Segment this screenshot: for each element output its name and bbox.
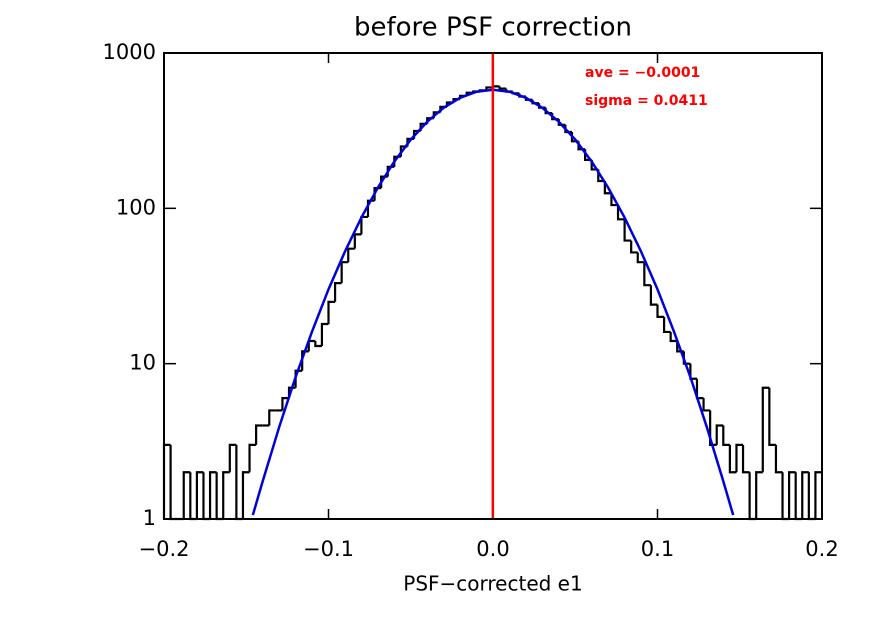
y-tick-label: 1000: [103, 40, 156, 64]
histogram-bin: [788, 471, 796, 519]
histogram-bin: [662, 316, 671, 334]
x-tick-label: 0.0: [476, 537, 509, 561]
histogram-bin: [320, 322, 329, 346]
histogram-bin: [656, 304, 665, 319]
x-tick-label: −0.1: [303, 537, 354, 561]
histogram-bin: [801, 471, 809, 519]
histogram-bin: [327, 300, 336, 325]
histogram-bin: [709, 410, 717, 446]
histogram-bin: [498, 86, 507, 90]
histogram-bin: [248, 443, 257, 473]
histogram-bin: [353, 233, 362, 249]
histogram-bin: [768, 387, 776, 446]
histogram-bin: [182, 471, 191, 519]
histogram-bin: [169, 444, 178, 521]
chart-title: before PSF correction: [354, 13, 632, 43]
histogram-bin: [366, 199, 375, 217]
histogram-bin: [340, 261, 349, 284]
x-tick-label: 0.1: [641, 537, 674, 561]
histogram-bin: [603, 180, 612, 195]
histogram-bin: [255, 424, 263, 445]
histogram-bin: [702, 398, 711, 412]
x-axis-label: PSF−corrected e1: [403, 572, 582, 596]
y-tick-label: 10: [129, 351, 156, 375]
histogram-bin: [643, 262, 651, 287]
histogram-bin: [333, 282, 342, 302]
histogram-bin: [814, 471, 822, 519]
histogram-bin: [695, 378, 704, 400]
histogram-bin: [669, 331, 678, 343]
y-tick-label: 100: [116, 195, 156, 219]
histogram-bin: [623, 219, 632, 242]
plot-frame: [163, 52, 823, 520]
histogram-bin: [301, 350, 309, 371]
histogram-bin: [616, 205, 625, 221]
histogram-bin: [630, 240, 638, 254]
histogram-bin: [241, 471, 250, 519]
histogram-bin: [741, 444, 750, 474]
annotation: ave = −0.0001: [585, 65, 700, 81]
histogram-bin: [268, 409, 276, 426]
histogram-bin: [208, 471, 217, 519]
histogram-bin: [281, 397, 290, 411]
histogram-bin: [735, 443, 744, 473]
histogram-bin: [360, 215, 368, 235]
x-tick-label: −0.2: [139, 537, 190, 561]
histogram-bin: [610, 193, 619, 207]
histogram-bin: [314, 340, 322, 348]
histogram-bin: [722, 425, 730, 446]
histogram-bin: [715, 424, 724, 445]
annotation: sigma = 0.0411: [585, 93, 708, 109]
histogram-bin: [222, 471, 230, 519]
histogram-bin: [728, 444, 737, 474]
histogram-bin: [774, 444, 783, 474]
histogram-bin: [636, 252, 645, 264]
histogram-bin: [294, 369, 303, 388]
x-tick-label: 0.2: [805, 537, 838, 561]
histogram-bin: [228, 443, 237, 473]
histogram-bin: [195, 471, 204, 519]
histogram-bin: [761, 386, 770, 473]
histogram-bin: [649, 285, 658, 306]
y-tick-label: 1: [143, 506, 156, 530]
histogram-bin: [347, 247, 355, 263]
histogram-bin: [755, 471, 763, 519]
